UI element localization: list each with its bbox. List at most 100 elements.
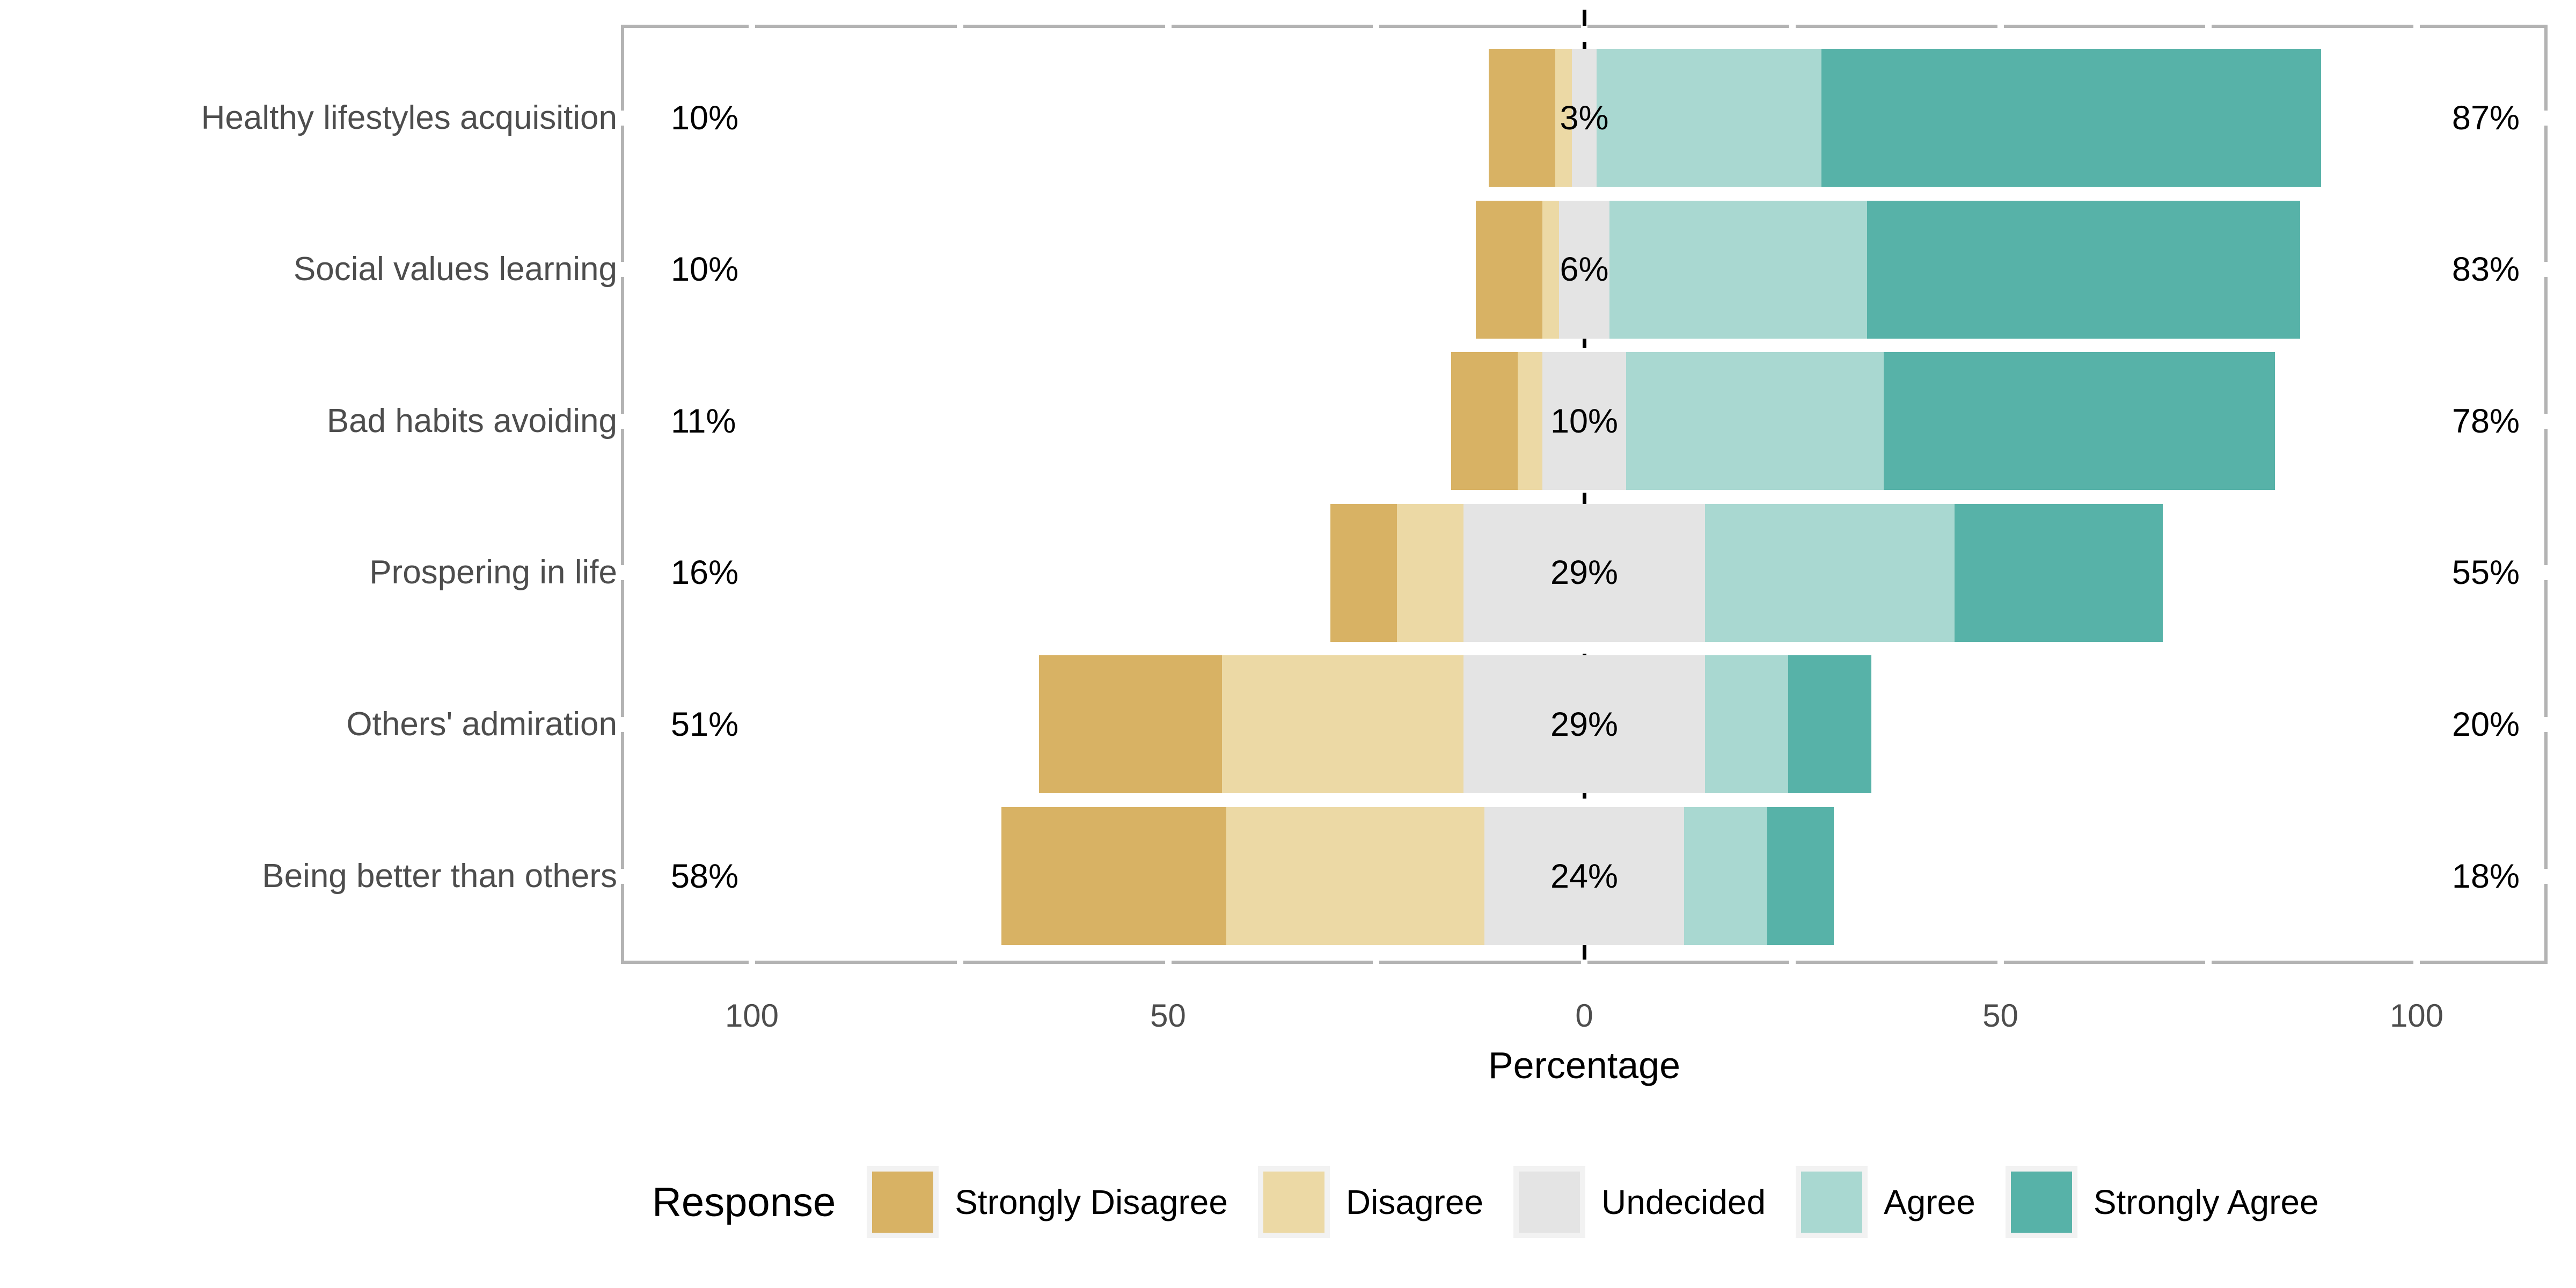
left-border-tick-notch — [617, 262, 625, 277]
left-border-tick-notch — [617, 565, 625, 581]
top-border-tick-notch — [2413, 23, 2420, 30]
bar-segment-undecided — [1571, 49, 1597, 187]
bar-row — [1488, 49, 2321, 187]
right-total-label: 83% — [2451, 251, 2520, 289]
bar-row — [1001, 807, 1834, 945]
legend-swatch-agree — [1801, 1172, 1863, 1233]
bottom-border-tick-notch — [2205, 958, 2212, 966]
right-border-tick-notch — [2544, 413, 2551, 429]
right-total-label: 78% — [2451, 402, 2520, 440]
bottom-border-tick-notch — [1789, 958, 1796, 966]
bar-segment-disagree — [1226, 807, 1484, 945]
legend-title: Response — [652, 1179, 836, 1225]
right-border-tick-notch — [2544, 262, 2551, 277]
bottom-border-tick-notch — [749, 958, 755, 966]
left-total-label: 10% — [671, 251, 739, 289]
legend-label: Strongly Disagree — [955, 1183, 1228, 1221]
legend-label: Undecided — [1601, 1183, 1766, 1221]
top-border-tick-notch — [1997, 23, 2004, 30]
bar-segment-disagree — [1222, 655, 1464, 794]
bar-segment-strongly-agree — [1867, 200, 2300, 339]
category-label: Prospering in life — [369, 554, 617, 591]
legend-swatch-undecided — [1519, 1172, 1580, 1233]
left-total-label: 10% — [671, 99, 739, 137]
legend-key — [1796, 1166, 1868, 1238]
x-tick-label: 50 — [1982, 998, 2018, 1034]
legend-key — [1257, 1166, 1330, 1238]
legend-key — [2005, 1166, 2077, 1238]
right-border-tick-notch — [2544, 565, 2551, 581]
left-border-tick-notch — [617, 716, 625, 732]
right-total-label: 18% — [2451, 857, 2520, 895]
bar-segment-strongly-agree — [1955, 503, 2163, 642]
undecided-label: 6% — [1560, 251, 1609, 289]
category-label: Being better than others — [262, 857, 617, 895]
left-border-tick-notch — [617, 413, 625, 429]
bar-segment-strongly-agree — [1788, 655, 1872, 794]
left-total-label: 51% — [671, 705, 739, 743]
bar-segment-agree — [1704, 655, 1788, 794]
legend-label: Strongly Agree — [2093, 1183, 2319, 1221]
legend-key — [1513, 1166, 1586, 1238]
category-label: Others' admiration — [346, 705, 617, 743]
undecided-label: 10% — [1550, 402, 1619, 440]
x-tick-label: 100 — [724, 998, 779, 1034]
bar-segment-agree — [1684, 807, 1768, 945]
bar-segment-strongly-disagree — [1001, 807, 1227, 945]
bar-segment-undecided — [1559, 200, 1609, 339]
bar-row — [1451, 352, 2275, 491]
top-border-tick-notch — [1373, 23, 1380, 30]
bottom-border-tick-notch — [956, 958, 963, 966]
bar-segment-agree — [1597, 49, 1822, 187]
bar-segment-strongly-disagree — [1039, 655, 1223, 794]
x-axis-title: Percentage — [1488, 1044, 1681, 1086]
bar-segment-strongly-disagree — [1476, 200, 1543, 339]
undecided-label: 24% — [1550, 857, 1619, 895]
top-border-tick-notch — [956, 23, 963, 30]
left-border-tick-notch — [617, 868, 625, 884]
bottom-border-tick-notch — [1997, 958, 2004, 966]
bar-row — [1476, 200, 2300, 339]
undecided-label: 29% — [1550, 705, 1619, 743]
bar-segment-undecided — [1484, 807, 1685, 945]
bottom-border-tick-notch — [1165, 958, 1172, 966]
category-label: Healthy lifestyles acquisition — [201, 99, 617, 136]
left-total-label: 11% — [671, 402, 736, 440]
bar-segment-undecided — [1463, 655, 1705, 794]
top-border-tick-notch — [749, 23, 755, 30]
category-label: Bad habits avoiding — [326, 402, 617, 440]
bar-segment-agree — [1609, 200, 1868, 339]
legend-key — [867, 1166, 939, 1238]
bar-segment-agree — [1626, 352, 1884, 491]
left-total-label: 58% — [671, 857, 739, 895]
legend: Response Strongly Disagree Disagree Undeci… — [652, 1162, 2319, 1242]
bar-segment-agree — [1704, 503, 1955, 642]
zero-dashed-line — [1582, 10, 1586, 976]
left-border-tick-notch — [617, 110, 625, 126]
top-border-tick-notch — [1789, 23, 1796, 30]
bar-segment-disagree — [1542, 200, 1560, 339]
legend-swatch-disagree — [1263, 1172, 1324, 1233]
bar-row — [1330, 503, 2163, 642]
bar-segment-strongly-agree — [1884, 352, 2275, 491]
bottom-border-tick-notch — [1373, 958, 1380, 966]
right-total-label: 55% — [2451, 554, 2520, 592]
legend-swatch-strongly-disagree — [872, 1172, 934, 1233]
right-border-tick-notch — [2544, 868, 2551, 884]
bar-segment-disagree — [1555, 49, 1572, 187]
bottom-border-tick-notch — [2413, 958, 2420, 966]
left-total-label: 16% — [671, 554, 739, 592]
x-tick-label: 50 — [1150, 998, 1186, 1034]
bar-segment-strongly-agree — [1821, 49, 2321, 187]
undecided-label: 29% — [1550, 554, 1619, 592]
bar-row — [1039, 655, 1872, 794]
bar-segment-disagree — [1397, 503, 1464, 642]
bar-segment-strongly-disagree — [1330, 503, 1397, 642]
x-tick-label: 0 — [1575, 998, 1593, 1034]
right-total-label: 20% — [2451, 705, 2520, 743]
top-border-tick-notch — [1165, 23, 1172, 30]
bar-segment-undecided — [1542, 352, 1626, 491]
bar-segment-disagree — [1517, 352, 1543, 491]
bar-segment-strongly-disagree — [1451, 352, 1518, 491]
